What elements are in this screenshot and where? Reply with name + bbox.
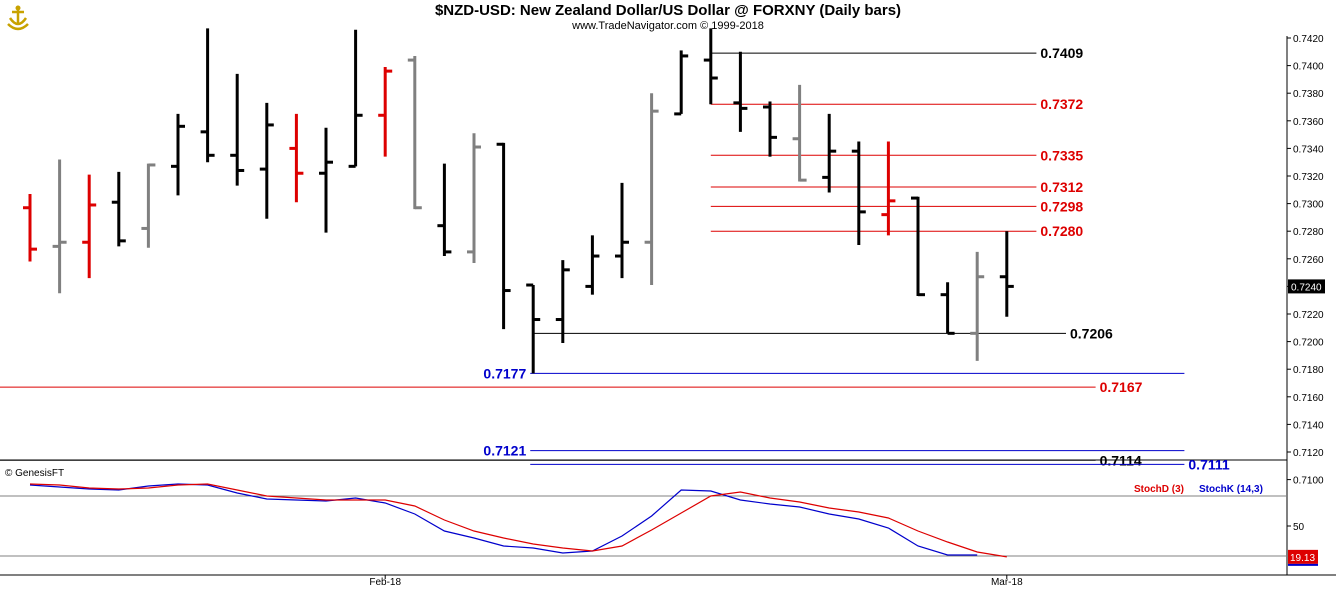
chart-subtitle: www.TradeNavigator.com © 1999-2018 [572, 20, 764, 32]
level-label-0.7312: 0.7312 [1040, 179, 1083, 195]
y-tick-label: 0.7160 [1293, 393, 1324, 404]
y-tick-label: 0.7300 [1293, 200, 1324, 211]
y-tick-label: 0.7100 [1293, 476, 1324, 487]
legend-stochk: StochK (14,3) [1199, 484, 1263, 495]
level-label-0.7280: 0.7280 [1040, 223, 1083, 239]
price-bar [378, 66, 393, 157]
price-bar [289, 113, 304, 203]
y-tick-label: 0.7380 [1293, 89, 1324, 100]
y-tick-label: 0.7120 [1293, 448, 1324, 459]
stoch-last-tag [1288, 549, 1318, 564]
price-bar [615, 182, 629, 279]
stoch-last-label: 19.13 [1290, 553, 1315, 564]
price-bar [703, 28, 718, 105]
price-bar [822, 113, 837, 193]
y-tick-label: 0.7180 [1293, 365, 1324, 376]
price-bar [970, 251, 985, 361]
price-bar [52, 159, 67, 294]
price-bar [200, 28, 215, 163]
date-tick-label: Feb-18 [369, 577, 401, 588]
stochastic-pane: 50 19.13 [0, 483, 1318, 566]
price-bar [911, 196, 925, 297]
date-axis: Feb-18 Mar-18 [369, 575, 1023, 588]
date-tick-label: Mar-18 [991, 577, 1023, 588]
price-bar [111, 171, 126, 247]
price-bar [881, 141, 896, 236]
price-bar [526, 283, 541, 374]
price-bar [585, 235, 600, 295]
chart-title: $NZD-USD: New Zealand Dollar/US Dollar @… [434, 2, 902, 19]
level-label-0.7114: 0.7114 [1100, 452, 1142, 468]
price-bar [437, 163, 452, 257]
price-bar [555, 260, 570, 343]
genesis-logo-icon [7, 5, 29, 31]
y-tick-label: 0.7320 [1293, 172, 1324, 183]
price-bar [792, 84, 807, 182]
level-label-0.7335: 0.7335 [1040, 147, 1083, 163]
price-bar [171, 113, 185, 196]
last-price-label: 0.7240 [1291, 282, 1322, 293]
stoch-line-StochD (3) [29, 483, 1007, 558]
legend-stochd: StochD (3) [1134, 484, 1184, 495]
price-bar [259, 102, 274, 219]
price-bar [467, 133, 481, 263]
price-bar [851, 141, 866, 245]
price-bar [141, 163, 156, 248]
y-tick-label: 0.7280 [1293, 227, 1324, 238]
price-bar [763, 101, 777, 157]
chart-header: $NZD-USD: New Zealand Dollar/US Dollar @… [0, 2, 1336, 33]
level-label-0.7177: 0.7177 [483, 365, 526, 381]
level-label-0.7111: 0.7111 [1188, 456, 1229, 472]
level-label-0.7167: 0.7167 [1100, 379, 1143, 395]
price-bar [940, 282, 955, 335]
stoch-copyright: © GenesisFT [5, 468, 65, 479]
last-price-tag [1288, 279, 1325, 294]
price-bar [348, 29, 363, 168]
price-bars [23, 28, 1014, 374]
price-bar [407, 55, 422, 210]
level-label-0.7206: 0.7206 [1070, 325, 1113, 341]
price-bar [674, 50, 689, 116]
level-label-0.7372: 0.7372 [1040, 96, 1083, 112]
price-bar [999, 231, 1014, 317]
price-bar [733, 51, 748, 132]
y-tick-label: 0.7260 [1293, 255, 1324, 266]
price-bar [319, 127, 333, 233]
y-tick-label: 0.7140 [1293, 420, 1324, 431]
price-levels: 0.7409 0.7372 0.7335 0.7312 0.7298 0.7280 0.72… [0, 45, 1230, 472]
stoch-line-StochK (14,3) [29, 483, 978, 556]
price-bar [496, 142, 511, 330]
stoch-tick-label: 50 [1293, 522, 1305, 533]
y-tick-label: 0.7420 [1293, 34, 1324, 45]
price-bar [644, 93, 659, 286]
y-tick-label: 0.7400 [1293, 62, 1324, 73]
price-bar [82, 174, 97, 279]
price-bar [230, 73, 245, 186]
y-tick-label: 0.7360 [1293, 117, 1324, 128]
level-label-0.7409: 0.7409 [1040, 45, 1083, 61]
y-tick-label: 0.7220 [1293, 310, 1324, 321]
level-label-0.7298: 0.7298 [1040, 198, 1083, 214]
level-label-0.7121: 0.7121 [483, 443, 526, 459]
y-tick-label: 0.7200 [1293, 338, 1324, 349]
price-bar [23, 193, 37, 262]
y-tick-label: 0.7340 [1293, 144, 1324, 155]
